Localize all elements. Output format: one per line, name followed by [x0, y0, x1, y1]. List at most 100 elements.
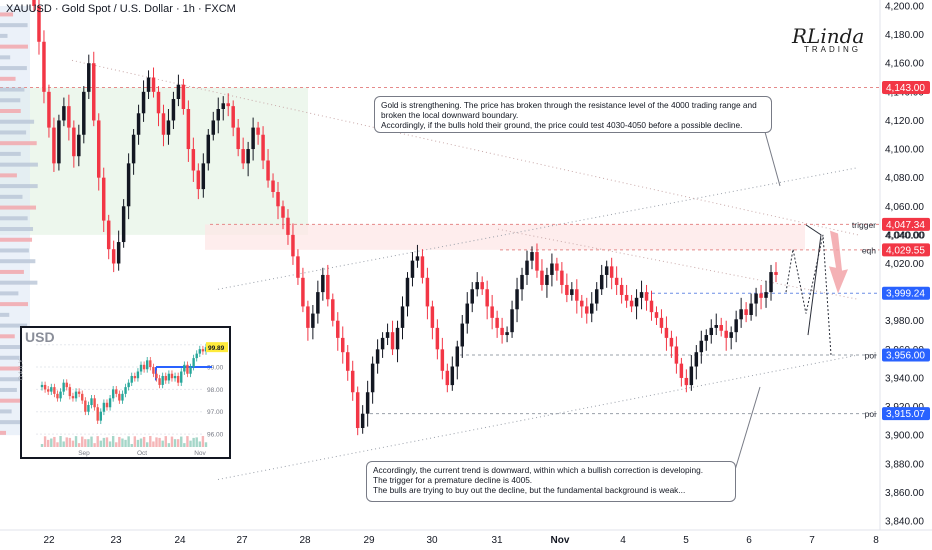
candle-body — [251, 127, 255, 150]
candle-body — [580, 300, 584, 307]
candle-body — [67, 106, 71, 128]
inset-volume-bar — [53, 436, 56, 447]
inset-candle-body — [167, 373, 171, 381]
x-tick-label: 28 — [299, 535, 311, 546]
inset-volume-bar — [170, 436, 174, 447]
inset-volume-bar — [183, 443, 186, 447]
candle-body — [649, 300, 654, 313]
volume-profile-bar — [0, 227, 34, 232]
candle-body — [151, 77, 156, 92]
price-badge-label: 3,956.00 — [886, 351, 925, 362]
candle-body — [470, 289, 474, 304]
candle-body — [92, 63, 96, 121]
candle-body — [181, 84, 186, 109]
candle-body — [385, 332, 390, 338]
candle-body — [211, 120, 216, 135]
candle-body — [420, 256, 425, 278]
channel-lower-line — [217, 354, 859, 481]
inset-volume-bar — [121, 438, 124, 447]
candle-body — [82, 91, 86, 135]
y-tick-label: 3,940.00 — [885, 373, 924, 384]
demand-zone-left — [0, 87, 308, 235]
price-badge-label: 4,047.34 — [886, 220, 925, 231]
candle-body — [490, 306, 494, 318]
candle-body — [530, 252, 534, 261]
volume-profile-bar — [0, 334, 15, 339]
candle-body — [639, 292, 644, 298]
inset-candle-body — [90, 398, 93, 406]
volume-profile-bar — [0, 323, 28, 328]
candle-body — [604, 266, 609, 275]
level-label: eqh — [862, 245, 876, 255]
candle-body — [455, 346, 460, 367]
inset-candle-body — [56, 393, 59, 399]
volume-profile-bar — [0, 87, 25, 92]
candle-body — [614, 277, 619, 285]
candle-body — [495, 317, 499, 328]
candle-body — [684, 377, 689, 386]
volume-profile-bar — [0, 345, 25, 350]
candle-body — [116, 242, 121, 264]
analysis-callout-top[interactable]: Gold is strengthening. The price has bro… — [374, 96, 772, 133]
candle-body — [425, 277, 430, 307]
volume-profile-bar — [0, 173, 17, 178]
candle-body — [196, 170, 201, 190]
candle-body — [749, 303, 753, 315]
candle-body — [415, 256, 420, 261]
volume-profile-bar — [0, 194, 23, 199]
candle-body — [301, 277, 305, 307]
candle-body — [201, 163, 206, 190]
candle-body — [390, 332, 395, 350]
inset-candle-body — [96, 407, 99, 421]
forecast-path-1 — [805, 224, 822, 336]
inset-candle-body — [93, 398, 96, 408]
candle-body — [659, 317, 664, 328]
price-badge — [882, 286, 930, 300]
y-tick-label: 4,040.00 — [885, 230, 924, 241]
inset-volume-bar — [50, 438, 53, 447]
inset-volume-bar — [152, 441, 155, 447]
logo-sub: TRADING — [804, 45, 861, 54]
candle-body — [156, 91, 161, 114]
inset-volume-bar — [133, 436, 137, 447]
candle-body — [316, 292, 320, 314]
candle-body — [276, 191, 280, 207]
candle-body — [321, 274, 325, 293]
candle-body — [52, 127, 56, 164]
candle-body — [709, 327, 714, 336]
candle-body — [405, 277, 410, 307]
inset-volume-bar — [189, 440, 192, 447]
volume-profile-bar — [0, 420, 28, 425]
volume-profile-bar — [0, 409, 12, 414]
analysis-callout-bottom[interactable]: Accordingly, the current trend is downwa… — [366, 461, 736, 502]
inset-volume-bar — [46, 439, 50, 447]
volume-profile-bar — [0, 280, 38, 285]
candle-body — [590, 303, 594, 314]
candle-body — [734, 319, 738, 333]
volume-profile-bar — [0, 76, 16, 81]
inset-candle-body — [189, 367, 192, 374]
level-label: poi — [865, 409, 876, 419]
candle-body — [410, 260, 415, 278]
candle-body — [370, 363, 375, 393]
y-tick-label: 4,160.00 — [885, 59, 924, 70]
inset-volume-bar — [167, 443, 171, 447]
inset-volume-bar — [198, 441, 202, 447]
inset-volume-bar — [161, 440, 164, 447]
supply-zone — [205, 224, 805, 250]
price-badge — [882, 348, 930, 362]
y-tick-label: 4,180.00 — [885, 30, 924, 41]
inset-volume-bar — [40, 444, 44, 447]
inset-volume-bar — [201, 436, 205, 447]
volume-profile-bar — [0, 130, 27, 135]
candle-body — [126, 163, 131, 207]
inset-volume-bar — [204, 442, 208, 447]
inset-candle-body — [59, 391, 62, 399]
usd-inset-chart[interactable]: 100.0099.0098.0097.0096.0099.89SepOctNov… — [19, 326, 231, 459]
inset-candle-body — [127, 382, 130, 388]
candle-body — [654, 312, 659, 318]
candle-body — [121, 206, 126, 243]
inset-volume-bar — [87, 439, 90, 447]
